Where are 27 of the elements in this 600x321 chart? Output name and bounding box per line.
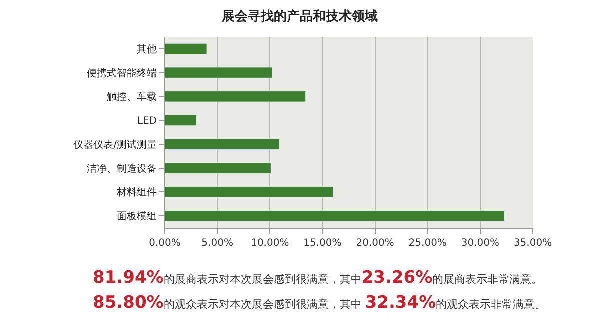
bar — [165, 162, 272, 174]
x-tick-label: 10.00% — [251, 238, 290, 249]
bar — [165, 210, 505, 222]
y-tick-label: 便携式智能终端 — [87, 67, 157, 80]
chart-title: 展会寻找的产品和技术领域 — [221, 8, 378, 24]
bar — [165, 138, 280, 150]
y-tick-label: 面板模组 — [117, 210, 157, 223]
bar — [165, 67, 272, 78]
x-tick-label: 20.00% — [356, 238, 394, 249]
x-tick-label: 5.00% — [202, 238, 234, 249]
x-tick-label: 15.00% — [304, 238, 342, 249]
y-tick-label: 材料组件 — [116, 186, 157, 199]
y-tick-label: 仪器仪表/测试测量 — [74, 138, 157, 151]
bar — [165, 186, 334, 198]
bar — [165, 114, 197, 126]
x-tick-label: 30.00% — [461, 238, 500, 249]
x-tick-label: 35.00% — [514, 238, 552, 249]
y-tick-label: 其他 — [137, 43, 157, 56]
bar — [165, 43, 208, 55]
y-tick-label: 洁净、制造设备 — [87, 162, 157, 175]
text: 85.80%的观众表示对本次展会感到很满意，其中 32.34%的观众表示非常满意。 — [93, 293, 546, 313]
y-tick-label: LED — [137, 116, 158, 128]
x-tick-label: 25.00% — [408, 238, 447, 249]
text: 81.94%的展商表示对本次展会感到很满意，其中23.26%的展商表示非常满意。 — [93, 268, 543, 288]
bar — [165, 91, 306, 102]
y-tick-label: 触控、车载 — [107, 91, 157, 104]
x-tick-label: 0.00% — [149, 238, 181, 249]
